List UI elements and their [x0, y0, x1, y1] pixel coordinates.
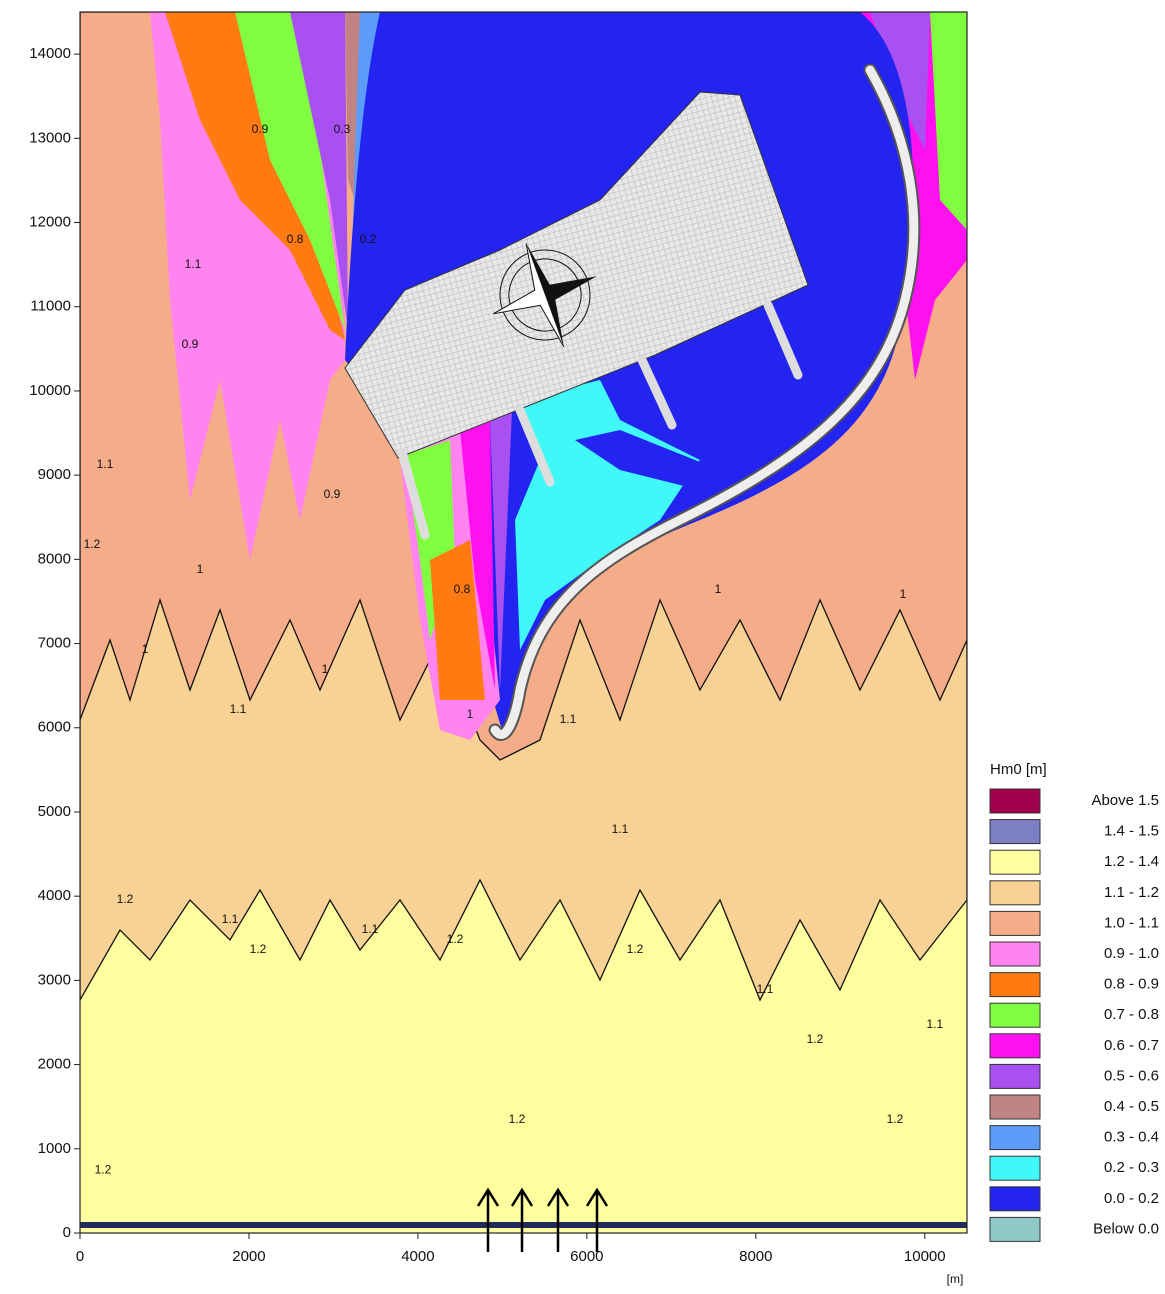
legend-swatch [990, 1187, 1040, 1211]
legend-label: 0.6 - 0.7 [1104, 1037, 1159, 1054]
contour-label: 1.2 [627, 942, 644, 956]
contour-label: 0.9 [252, 122, 269, 136]
contour-label: 0.2 [360, 232, 377, 246]
contour-label: 1.2 [447, 932, 464, 946]
page: {"chart_data": { "type": "contour", "x_l… [0, 0, 1165, 1294]
contour-label: 1.1 [757, 982, 774, 996]
contour-label: 1.1 [185, 257, 202, 271]
y-tick-label: 3000 [38, 971, 71, 988]
legend-swatch [990, 1034, 1040, 1058]
legend-label: 0.4 - 0.5 [1104, 1098, 1159, 1115]
contour-label: 0.9 [324, 487, 341, 501]
legend-swatch [990, 1126, 1040, 1150]
y-tick-label: 11000 [30, 298, 71, 315]
legend-swatch [990, 881, 1040, 905]
legend-label: 1.0 - 1.1 [1104, 914, 1159, 931]
legend-label: 1.4 - 1.5 [1104, 823, 1159, 840]
legend-title: Hm0 [m] [990, 761, 1047, 778]
x-tick-label: 2000 [232, 1248, 265, 1265]
bottom-boundary [80, 1222, 967, 1228]
legend-swatch [990, 1003, 1040, 1027]
y-tick-label: 13000 [29, 129, 71, 146]
y-tick-label: 7000 [38, 635, 71, 652]
y-tick-label: 9000 [38, 466, 71, 483]
contour-label: 1 [900, 587, 907, 601]
legend-label: 0.0 - 0.2 [1104, 1190, 1159, 1207]
legend-label: 0.7 - 0.8 [1104, 1006, 1159, 1023]
y-tick-label: 10000 [29, 382, 71, 399]
contour-label: 1 [715, 582, 722, 596]
contour-label: 0.8 [454, 582, 471, 596]
legend-label: 0.3 - 0.4 [1104, 1129, 1159, 1146]
y-tick-label: 1000 [38, 1140, 71, 1157]
contour-label: 1.2 [117, 892, 134, 906]
contour-label: 1.1 [927, 1017, 944, 1031]
contour-label: 1 [467, 707, 474, 721]
y-tick-label: 4000 [38, 887, 71, 904]
contour-label: 1.2 [509, 1112, 526, 1126]
y-tick-label: 8000 [38, 550, 71, 567]
contour-label: 1.2 [250, 942, 267, 956]
contour-label: 0.3 [334, 122, 351, 136]
legend-swatch [990, 1156, 1040, 1180]
x-axis-label: [m] [947, 1272, 964, 1286]
y-tick-label: 5000 [38, 803, 71, 820]
legend-label: 0.2 - 0.3 [1104, 1159, 1159, 1176]
y-tick-label: 14000 [29, 45, 71, 62]
legend-swatch [990, 973, 1040, 997]
contour-label: 1.1 [612, 822, 629, 836]
contour-label: 1.2 [95, 1162, 112, 1176]
x-tick-label: 6000 [570, 1248, 603, 1265]
x-tick-label: 8000 [739, 1248, 772, 1265]
y-tick-label: 12000 [29, 213, 71, 230]
legend-label: 0.5 - 0.6 [1104, 1067, 1159, 1084]
legend-swatch [990, 850, 1040, 874]
y-tick-label: 2000 [38, 1056, 71, 1073]
x-tick-label: 0 [76, 1248, 84, 1265]
contour-label: 0.8 [287, 232, 304, 246]
legend-swatch [990, 789, 1040, 813]
contour-label: 1 [322, 662, 329, 676]
contour-label: 1.1 [560, 712, 577, 726]
contour-label: 1 [197, 562, 204, 576]
legend-label: 1.1 - 1.2 [1104, 884, 1159, 901]
legend-swatch [990, 1064, 1040, 1088]
y-tick-label: 0 [63, 1224, 71, 1241]
contour-label: 1.2 [807, 1032, 824, 1046]
legend-label: 1.2 - 1.4 [1104, 853, 1159, 870]
legend-swatch [990, 911, 1040, 935]
contour-label: 1.1 [222, 912, 239, 926]
x-tick-label: 10000 [904, 1248, 946, 1265]
contour-label: 0.9 [182, 337, 199, 351]
legend-label: 0.8 - 0.9 [1104, 976, 1159, 993]
contour-label: 1.1 [230, 702, 247, 716]
contour-label: 1 [142, 642, 149, 656]
contour-label: 1.1 [362, 922, 379, 936]
map-field [80, 12, 967, 1233]
contour-label: 1.2 [84, 537, 101, 551]
legend-label: Above 1.5 [1091, 792, 1159, 809]
legend-label: Below 0.0 [1093, 1220, 1159, 1237]
contour-label: 1.2 [887, 1112, 904, 1126]
legend-swatch [990, 942, 1040, 966]
y-tick-label: 6000 [38, 719, 71, 736]
x-tick-label: 4000 [401, 1248, 434, 1265]
legend-swatch [990, 1217, 1040, 1241]
contour-label: 1.1 [97, 457, 114, 471]
legend-label: 0.9 - 1.0 [1104, 945, 1159, 962]
legend-swatch [990, 820, 1040, 844]
legend-swatch [990, 1095, 1040, 1119]
chart: [m] Hm0 [m] 1.2 1.2 1.1 1.2 1.1 1.2 1.2 1.1 1.2 1… [0, 0, 1165, 1294]
